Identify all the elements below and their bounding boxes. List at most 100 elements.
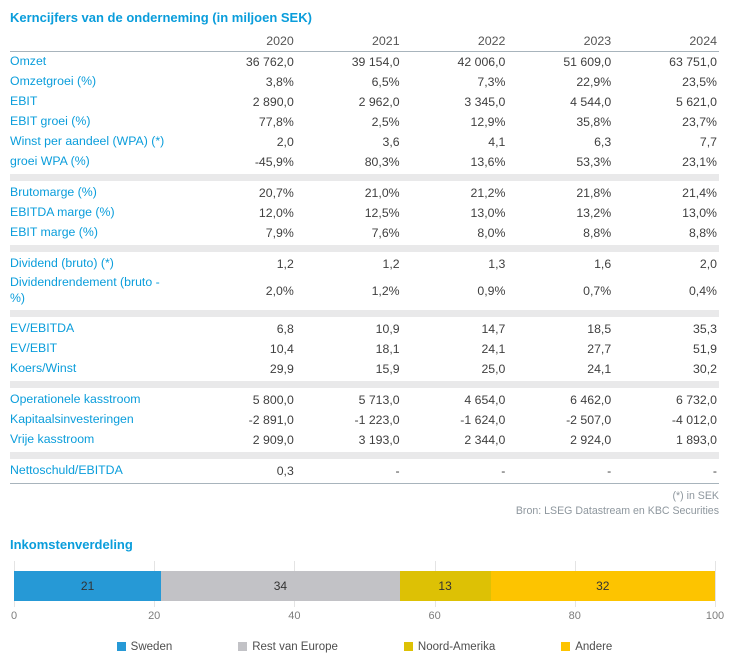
table-row: EBIT marge (%) 7,9% 7,6% 8,0% 8,8% 8,8% [10, 223, 719, 243]
cell-value: 3 193,0 [358, 432, 400, 447]
legend-item-andere: Andere [561, 641, 612, 653]
table-row: EBIT 2 890,0 2 962,0 3 345,0 4 544,0 5 621,0 [10, 92, 719, 112]
cell-value: 24,1 [481, 341, 506, 356]
row-label: Vrije kasstroom [10, 431, 95, 446]
legend-label: Noord-Amerika [417, 640, 496, 653]
cell-value: 80,3% [364, 155, 400, 169]
cell-value: 1,2% [371, 283, 400, 298]
cell-value: 4 654,0 [464, 392, 506, 407]
cell-value: 35,8% [576, 115, 612, 129]
cell-value: 21,2% [470, 186, 506, 200]
row-label: Kapitaalsinvesteringen [10, 411, 134, 426]
stacked-bar: 21 34 13 32 [14, 570, 715, 601]
table-footnotes: (*) in SEK Bron: LSEG Datastream en KBC … [10, 489, 719, 519]
legend-item-noord-amerika: Noord-Amerika [403, 640, 496, 653]
section-divider [10, 451, 719, 459]
table-row: Winst per aandeel (WPA) (*) 2,0 3,6 4,1 6,3 7… [10, 132, 719, 152]
cell-value: 8,8% [688, 226, 717, 240]
bar-segment-noord-amerika: 13 [399, 570, 491, 601]
chart-legend: Sweden Rest van Europe Noord-Amerika Andere [10, 641, 719, 653]
section-divider [10, 309, 719, 317]
cell-value: 30,2 [693, 361, 717, 376]
cell-value: 53,3% [576, 155, 612, 169]
table-row: Dividend (bruto) (*) 1,2 1,2 1,3 1,6 2,0 [10, 254, 719, 274]
year-column-header: 2021 [372, 34, 400, 48]
legend-swatch-icon [238, 642, 248, 652]
cell-value: - [501, 463, 506, 478]
row-label: Dividendrendement (bruto - %) [10, 275, 160, 305]
row-label: Omzetgroei (%) [10, 74, 97, 88]
bar-segment-andere: 32 [490, 570, 715, 601]
income-distribution-chart: Inkomstenverdeling 21 34 13 32 0 20 40 60 80 100… [10, 536, 724, 653]
cell-value: 13,6% [470, 155, 506, 169]
row-label: Winst per aandeel (WPA) (*) [10, 134, 165, 148]
cell-value: 36 762,0 [245, 55, 294, 69]
table-row: Brutomarge (%) 20,7% 21,0% 21,2% 21,8% 21,4% [10, 183, 719, 203]
cell-value: 21,8% [576, 186, 612, 200]
cell-value: 6 462,0 [570, 392, 612, 407]
cell-value: 10,9 [375, 321, 400, 336]
chart-plot-area: 21 34 13 32 [14, 560, 716, 607]
cell-value: 18,1 [375, 341, 400, 356]
row-label: EBITDA marge (%) [10, 205, 115, 219]
cell-value: 2 909,0 [252, 432, 294, 447]
cell-value: 21,0% [364, 186, 400, 200]
cell-value: - [712, 463, 717, 478]
legend-label: Rest van Europe [252, 640, 338, 653]
bar-segment-rest-van-europe: 34 [161, 570, 400, 601]
cell-value: 2 924,0 [570, 432, 612, 447]
cell-value: 23,1% [682, 155, 717, 169]
row-label: EV/EBIT [10, 340, 58, 355]
year-column-header: 2022 [477, 34, 506, 48]
cell-value: 0,4% [688, 283, 717, 298]
cell-value: 2 890,0 [252, 95, 294, 109]
cell-value: 12,5% [364, 206, 400, 220]
cell-value: 0,7% [583, 283, 612, 298]
cell-value: 0,9% [477, 283, 506, 298]
cell-value: 6 732,0 [675, 392, 717, 407]
x-tick-label: 60 [428, 609, 441, 622]
x-tick-label: 100 [705, 609, 725, 622]
cell-value: 35,3 [693, 321, 717, 336]
x-axis-labels: 0 20 40 60 80 100 [11, 609, 724, 625]
section-divider [10, 174, 719, 181]
cell-value: 20,7% [258, 186, 294, 200]
cell-value: 10,4 [269, 341, 294, 356]
cell-value: 13,0% [470, 206, 506, 220]
cell-value: 3,8% [265, 75, 294, 89]
cell-value: -4 012,0 [671, 412, 717, 427]
row-label: Nettoschuld/EBITDA [10, 462, 123, 477]
legend-swatch-icon [403, 642, 413, 652]
table-row: EV/EBIT 10,4 18,1 24,1 27,7 51,9 [10, 339, 719, 359]
cell-value: 8,0% [477, 226, 506, 240]
row-label: Omzet [10, 54, 47, 68]
bar-segment-sweden: 21 [14, 570, 162, 601]
table-row: Koers/Winst 29,9 15,9 25,0 24,1 30,2 [10, 359, 719, 379]
cell-value: 1,2 [382, 257, 400, 271]
x-tick-label: 40 [288, 609, 301, 622]
key-figures-table: 2020 2021 2022 2023 2024 Omzet 36 762,0 39 154… [10, 34, 719, 484]
row-label: Brutomarge (%) [10, 185, 97, 199]
cell-value: 8,8% [583, 226, 612, 240]
cell-value: 1,2 [276, 257, 294, 271]
legend-item-sweden: Sweden [116, 640, 173, 653]
cell-value: 2 344,0 [464, 432, 506, 447]
cell-value: 2,5% [371, 115, 400, 129]
cell-value: 3 345,0 [464, 95, 506, 109]
cell-value: 23,7% [682, 115, 717, 129]
x-tick-label: 80 [568, 609, 581, 622]
cell-value: 2,0 [699, 257, 717, 271]
table-row: EBIT groei (%) 77,8% 2,5% 12,9% 35,8% 23,7% [10, 112, 719, 132]
cell-value: - [607, 463, 612, 478]
table-row: Omzet 36 762,0 39 154,0 42 006,0 51 609,0 63 … [10, 52, 719, 72]
section-divider [10, 245, 719, 252]
legend-label: Sweden [130, 640, 173, 653]
cell-value: 22,9% [576, 75, 612, 89]
table-row: EBITDA marge (%) 12,0% 12,5% 13,0% 13,2% 13,0… [10, 203, 719, 223]
chart-title: Inkomstenverdeling [10, 536, 133, 552]
cell-value: 5 800,0 [252, 392, 294, 407]
cell-value: 51,9 [693, 341, 717, 356]
section-divider [10, 380, 719, 388]
year-column-header: 2024 [689, 34, 717, 48]
